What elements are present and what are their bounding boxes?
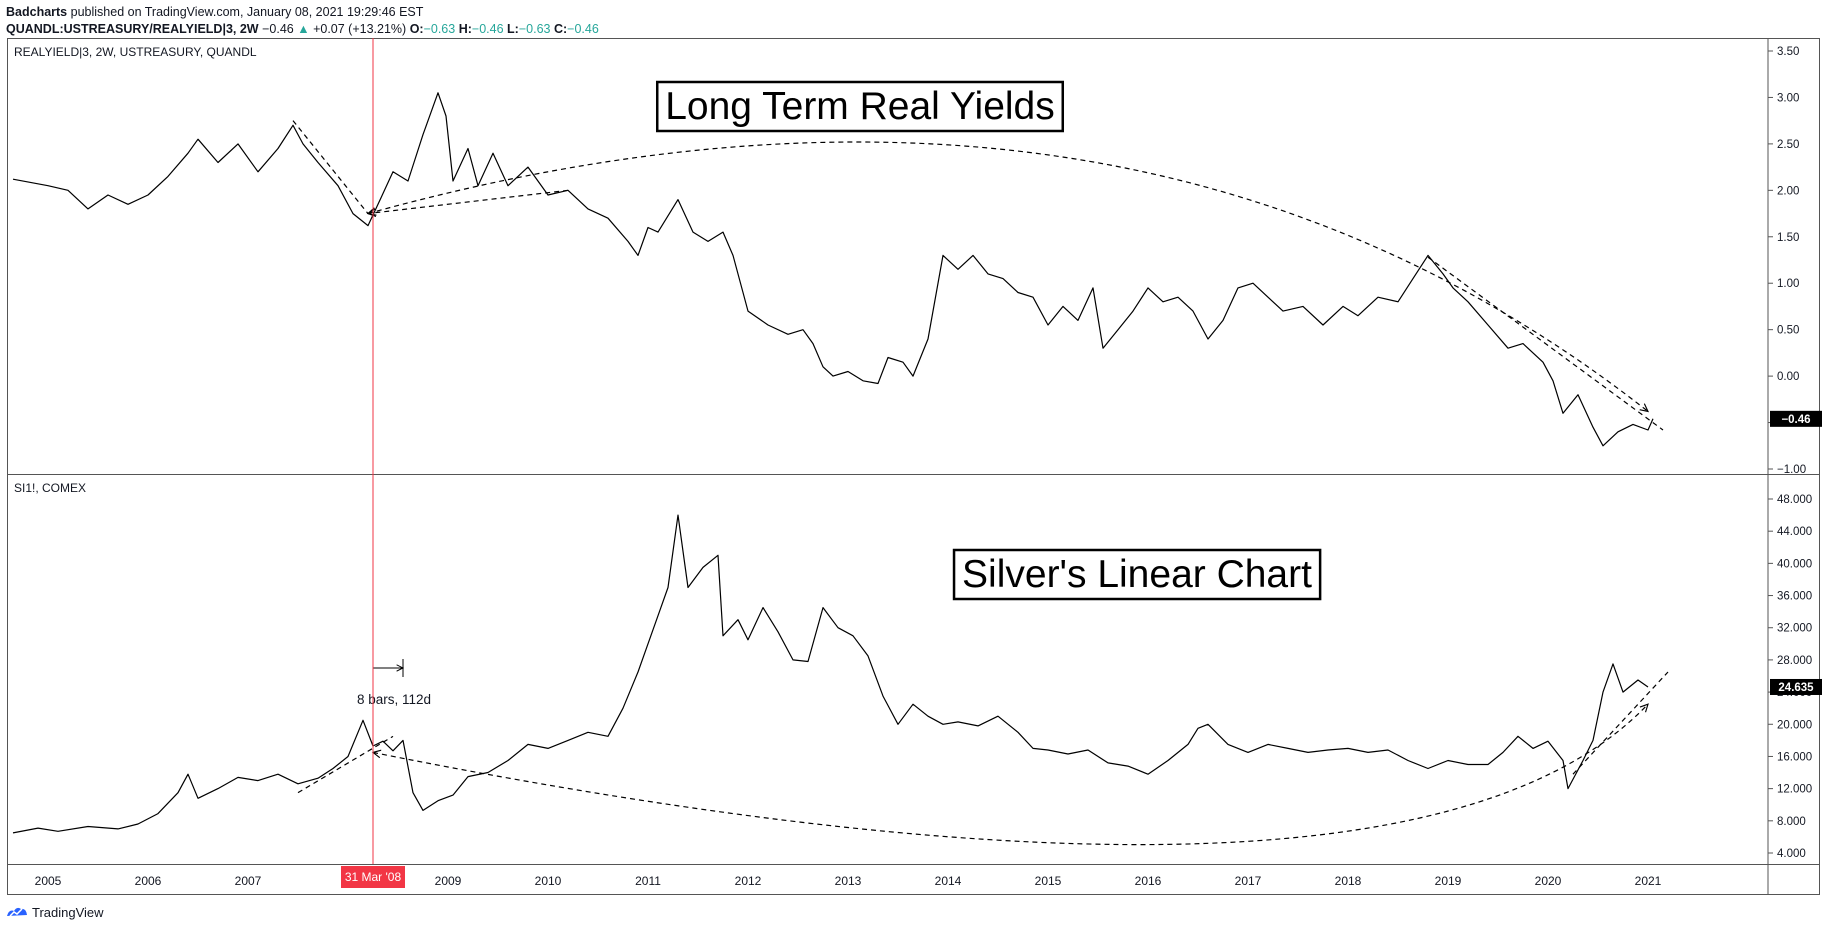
- published-text: published on TradingView.com, January 08…: [70, 5, 424, 19]
- x-tick-label: 2005: [35, 874, 62, 888]
- publish-info: Badcharts published on TradingView.com, …: [6, 4, 423, 20]
- chart-title-box: [952, 548, 1322, 601]
- y-tick-label: 32.000: [1777, 623, 1812, 635]
- y-tick-label: 36.000: [1777, 591, 1812, 603]
- y-tick-label: 0.00: [1777, 371, 1799, 383]
- crosshair-date-badge: [341, 866, 405, 888]
- y-tick-label: 44.000: [1777, 526, 1812, 538]
- x-tick-label: 2015: [1035, 874, 1062, 888]
- x-tick-label: 2016: [1135, 874, 1162, 888]
- last-value-badge: [1770, 678, 1822, 695]
- dashed-arrow: [368, 189, 569, 213]
- y-tick-label: 12.000: [1777, 784, 1812, 796]
- x-tick-label: 2020: [1535, 874, 1562, 888]
- x-tick-label: 2006: [135, 874, 162, 888]
- x-tick-label: 2010: [535, 874, 562, 888]
- dashed-curve-arrow: [368, 141, 1648, 411]
- x-tick-label: 2021: [1635, 874, 1662, 888]
- author-name[interactable]: Badcharts: [6, 5, 68, 19]
- price-series-line: [12, 92, 1654, 447]
- pane-label: REALYIELD|3, 2W, USTREASURY, QUANDL: [14, 45, 257, 59]
- dashed-trendline: [292, 120, 369, 214]
- close-label: C:: [553, 22, 568, 36]
- price-series-line: [12, 514, 1649, 834]
- y-tick-label: 8.000: [1777, 816, 1806, 828]
- chart-title: Long Term Real Yields: [665, 85, 1055, 128]
- open-value: −0.63: [423, 22, 456, 36]
- high-label: H:: [458, 22, 472, 36]
- x-tick-label: 2019: [1435, 874, 1462, 888]
- price-change: +0.07 (+13.21%): [313, 22, 407, 36]
- x-tick-label: 2018: [1335, 874, 1362, 888]
- y-tick-label: 40.000: [1777, 558, 1812, 570]
- y-tick-label: 2.50: [1777, 139, 1799, 151]
- y-tick-label: 1.50: [1777, 232, 1799, 244]
- symbol-legend: QUANDL:USTREASURY/REALYIELD|3, 2W −0.46 …: [6, 21, 599, 37]
- measure-label: 8 bars, 112d: [357, 692, 431, 707]
- x-tick-label: 2014: [935, 874, 962, 888]
- crosshair-date-label: 31 Mar '08: [345, 870, 402, 884]
- chart-title: Silver's Linear Chart: [962, 553, 1312, 596]
- low-value: −0.63: [518, 22, 551, 36]
- y-tick-label: 28.000: [1777, 655, 1812, 667]
- close-value: −0.46: [567, 22, 599, 36]
- last-value-label: −0.46: [1781, 414, 1810, 426]
- x-tick-label: 2013: [835, 874, 862, 888]
- y-tick-label: 3.00: [1777, 92, 1799, 104]
- tradingview-footer[interactable]: TradingView: [6, 902, 104, 922]
- y-tick-label: 2.00: [1777, 185, 1799, 197]
- last-price: −0.46: [262, 22, 294, 36]
- x-tick-label: 2009: [435, 874, 462, 888]
- x-tick-label: 2017: [1235, 874, 1262, 888]
- y-tick-label: 4.000: [1777, 848, 1806, 860]
- x-tick-label: 2011: [635, 874, 661, 888]
- y-tick-label: 16.000: [1777, 751, 1812, 763]
- y-tick-label: 20.000: [1777, 719, 1812, 731]
- last-value-badge: [1770, 410, 1822, 427]
- symbol-name[interactable]: QUANDL:USTREASURY/REALYIELD|3, 2W: [6, 22, 259, 36]
- y-tick-label: 0.50: [1777, 325, 1799, 337]
- up-triangle-icon: ▲: [297, 22, 310, 36]
- low-label: L:: [507, 22, 519, 36]
- tradingview-logo-icon: [7, 907, 27, 917]
- dashed-trendline: [297, 735, 394, 794]
- x-tick-label: 2012: [735, 874, 762, 888]
- y-tick-label: 3.50: [1777, 46, 1799, 58]
- dashed-trendline: [1427, 256, 1664, 431]
- y-tick-label: −1.00: [1777, 464, 1806, 476]
- y-tick-label: 48.000: [1777, 494, 1812, 506]
- pane-label: SI1!, COMEX: [14, 481, 86, 495]
- chart-title-box: [655, 80, 1065, 133]
- y-tick-label: 1.00: [1777, 278, 1799, 290]
- x-tick-label: 2007: [235, 874, 262, 888]
- dashed-curve-arrow: [373, 704, 1648, 846]
- dashed-trendline: [1572, 671, 1669, 775]
- high-value: −0.46: [471, 22, 504, 36]
- tradingview-brand: TradingView: [32, 904, 104, 920]
- last-value-label: 24.635: [1778, 682, 1814, 694]
- open-label: O:: [409, 22, 424, 36]
- chart-frame: [7, 38, 1820, 895]
